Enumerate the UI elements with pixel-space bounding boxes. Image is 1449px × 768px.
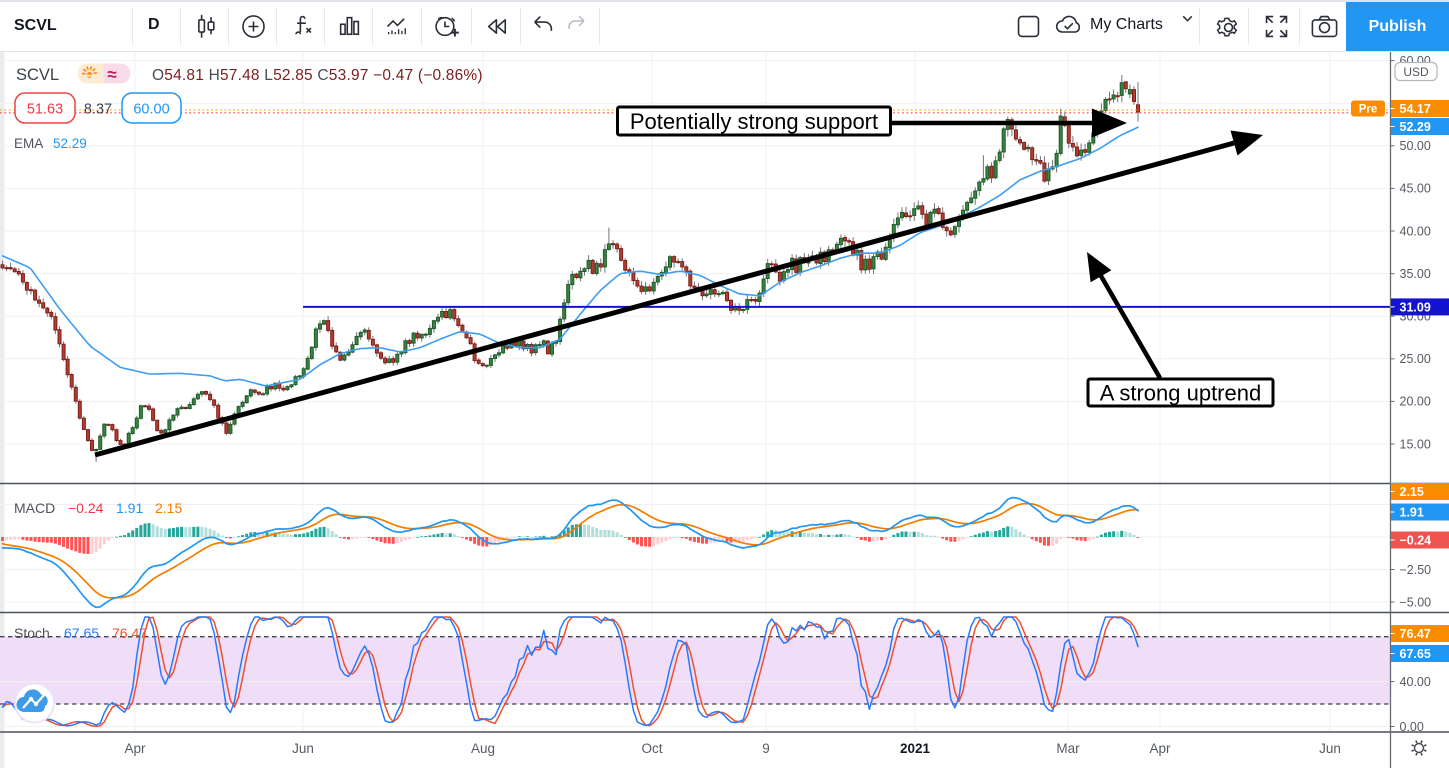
svg-text:MACD: MACD <box>14 500 55 516</box>
svg-text:2021: 2021 <box>900 741 931 756</box>
svg-text:76.47: 76.47 <box>112 625 147 641</box>
svg-text:40.00: 40.00 <box>1400 224 1431 238</box>
svg-text:76.47: 76.47 <box>1400 627 1431 641</box>
svg-text:2.15: 2.15 <box>1400 485 1424 499</box>
svg-text:Jun: Jun <box>1319 741 1341 756</box>
svg-text:Mar: Mar <box>1056 741 1080 756</box>
svg-text:2.15: 2.15 <box>155 500 182 516</box>
svg-text:52.29: 52.29 <box>1400 120 1431 134</box>
svg-text:Oct: Oct <box>641 741 662 756</box>
svg-text:A strong uptrend: A strong uptrend <box>1100 381 1261 406</box>
svg-text:Jun: Jun <box>292 741 314 756</box>
svg-text:1.91: 1.91 <box>116 500 143 516</box>
svg-text:≈: ≈ <box>107 65 116 84</box>
svg-text:35.00: 35.00 <box>1400 267 1431 281</box>
svg-text:Pre: Pre <box>1359 104 1378 116</box>
svg-text:−2.50: −2.50 <box>1400 563 1432 577</box>
svg-text:1.91: 1.91 <box>1400 506 1424 520</box>
svg-text:Aug: Aug <box>471 741 495 756</box>
svg-text:8.37: 8.37 <box>84 102 112 118</box>
svg-text:Potentially strong support: Potentially strong support <box>630 109 878 134</box>
svg-text:51.63: 51.63 <box>27 102 63 118</box>
svg-text:54.17: 54.17 <box>1400 102 1431 116</box>
svg-text:SCVL: SCVL <box>16 66 59 84</box>
svg-text:67.65: 67.65 <box>1400 647 1431 661</box>
svg-text:EMA: EMA <box>14 136 43 151</box>
svg-text:40.00: 40.00 <box>1400 675 1431 689</box>
svg-text:−0.24: −0.24 <box>68 500 104 516</box>
svg-text:15.00: 15.00 <box>1400 437 1431 451</box>
svg-text:Stoch: Stoch <box>14 625 50 641</box>
svg-text:9: 9 <box>762 741 770 756</box>
svg-text:67.65: 67.65 <box>64 625 99 641</box>
svg-text:0.00: 0.00 <box>1400 720 1424 734</box>
svg-text:25.00: 25.00 <box>1400 352 1431 366</box>
svg-text:O54.81 H57.48 L52.85 C53.97 −0: O54.81 H57.48 L52.85 C53.97 −0.47 (−0.86… <box>152 67 483 84</box>
svg-text:31.09: 31.09 <box>1400 300 1431 314</box>
svg-text:−0.24: −0.24 <box>1400 534 1432 548</box>
svg-text:52.29: 52.29 <box>53 136 87 151</box>
svg-text:USD: USD <box>1403 65 1429 79</box>
svg-text:20.00: 20.00 <box>1400 395 1431 409</box>
svg-text:45.00: 45.00 <box>1400 182 1431 196</box>
svg-text:60.00: 60.00 <box>133 102 169 118</box>
svg-text:50.00: 50.00 <box>1400 139 1431 153</box>
svg-text:Apr: Apr <box>1149 741 1171 756</box>
svg-text:Apr: Apr <box>124 741 146 756</box>
svg-text:−5.00: −5.00 <box>1400 595 1432 609</box>
